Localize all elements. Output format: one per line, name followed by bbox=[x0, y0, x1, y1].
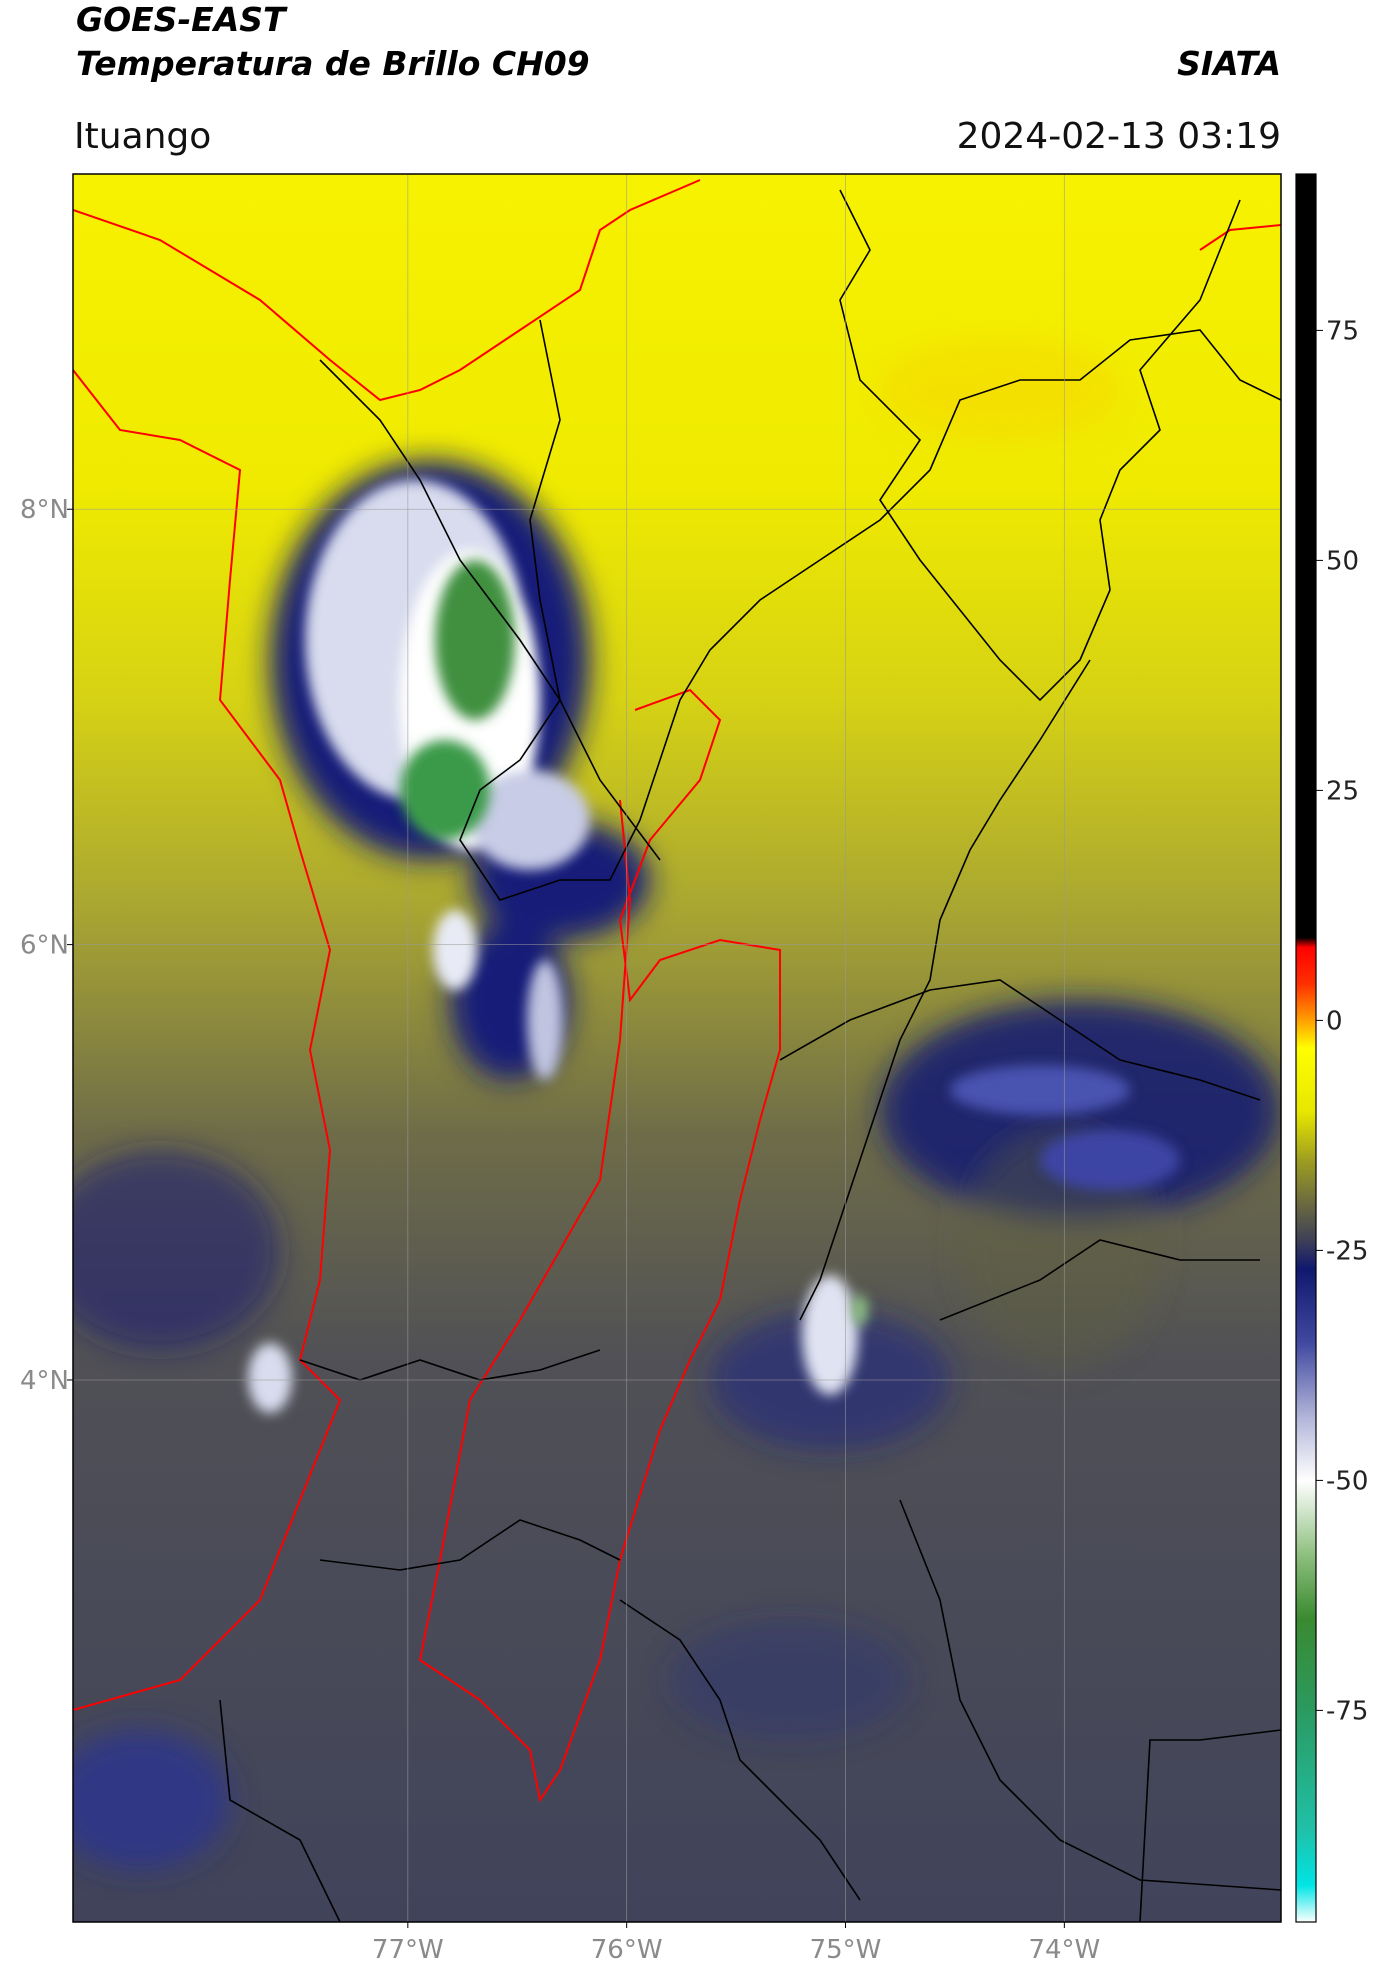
x-tick-label: 77°W bbox=[372, 1935, 444, 1965]
title-line1: GOES-EAST bbox=[76, 0, 288, 39]
colorbar-segment bbox=[1296, 1112, 1316, 1159]
colorbar bbox=[1296, 174, 1323, 1923]
colorbar-segment bbox=[1296, 174, 1316, 939]
colorbar-tick-label: -50 bbox=[1326, 1466, 1368, 1496]
datetime: 2024-02-13 03:19 bbox=[957, 116, 1281, 157]
map-image bbox=[73, 174, 1281, 1922]
source: SIATA bbox=[1177, 44, 1281, 83]
colorbar-tick-label: 0 bbox=[1326, 1006, 1343, 1036]
colorbar-segment bbox=[1296, 1416, 1316, 1481]
y-tick-label: 4°N bbox=[20, 1366, 69, 1396]
colorbar-segment bbox=[1296, 1885, 1316, 1923]
colorbar-tick-label: 25 bbox=[1326, 776, 1359, 806]
colorbar-segment bbox=[1296, 1241, 1316, 1270]
colorbar-segment bbox=[1296, 1048, 1316, 1113]
colorbar-segment bbox=[1296, 1618, 1316, 1711]
colorbar-segment bbox=[1296, 937, 1316, 948]
colorbar-segment bbox=[1296, 1204, 1316, 1242]
colorbar-tick-label: 50 bbox=[1326, 546, 1359, 576]
colorbar-segment bbox=[1296, 1554, 1316, 1619]
colorbar-segment bbox=[1296, 1268, 1316, 1343]
map-frame bbox=[72, 173, 1282, 1923]
colorbar-segment bbox=[1296, 1710, 1316, 1831]
colorbar-segment bbox=[1296, 1020, 1316, 1049]
x-tick-label: 76°W bbox=[591, 1935, 663, 1965]
colorbar-tick-label: 75 bbox=[1326, 316, 1359, 346]
title-line2: Temperatura de Brillo CH09 bbox=[76, 44, 590, 83]
x-tick-label: 75°W bbox=[810, 1935, 882, 1965]
colorbar-segment bbox=[1296, 1342, 1316, 1417]
x-tick-label: 74°W bbox=[1028, 1935, 1100, 1965]
colorbar-segment bbox=[1296, 1158, 1316, 1205]
y-tick-label: 6°N bbox=[20, 931, 69, 961]
colorbar-frame bbox=[1295, 173, 1317, 1923]
y-tick-label: 8°N bbox=[20, 495, 69, 525]
colorbar-segment bbox=[1296, 1480, 1316, 1555]
colorbar-segment bbox=[1296, 983, 1316, 1021]
colorbar-tick-label: -75 bbox=[1326, 1696, 1368, 1726]
colorbar-segment bbox=[1296, 1830, 1316, 1886]
location: Ituango bbox=[74, 116, 211, 157]
colorbar-tick-label: -25 bbox=[1326, 1236, 1368, 1266]
grid bbox=[67, 174, 1281, 1928]
colorbar-segment bbox=[1296, 946, 1316, 985]
